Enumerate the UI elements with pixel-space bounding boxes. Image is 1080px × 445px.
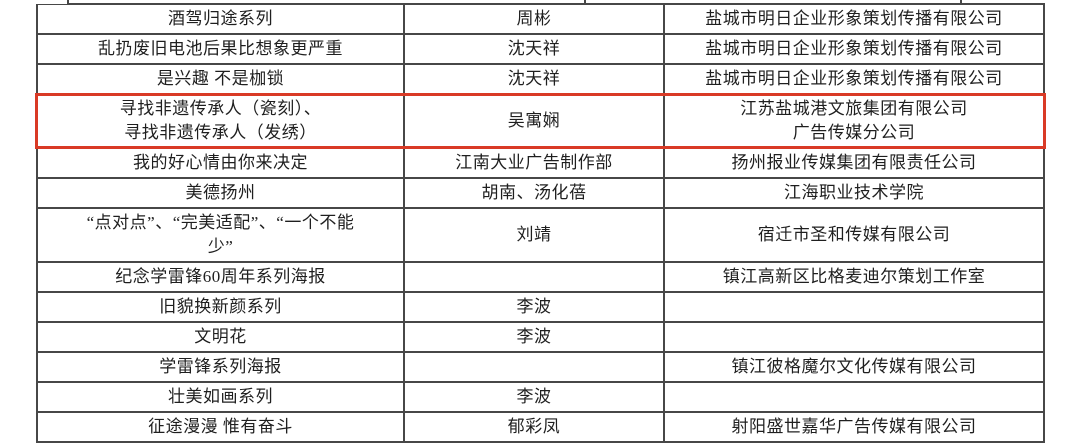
author-cell: 沈天祥 bbox=[403, 33, 665, 65]
company-cell: 射阳盛世嘉华广告传媒有限公司 bbox=[663, 411, 1045, 443]
author-cell: 沈天祥 bbox=[403, 63, 665, 95]
table-row: 乱扔废旧电池后果比想象更严重 沈天祥 盐城市明日企业形象策划传播有限公司 bbox=[36, 33, 1045, 65]
author-cell: 李波 bbox=[403, 321, 665, 353]
cropped-row-divider-stub-middle bbox=[584, 0, 586, 4]
author-cell: 李波 bbox=[403, 291, 665, 323]
awards-table: 酒驾归途系列 周彬 盐城市明日企业形象策划传播有限公司 乱扔废旧电池后果比想象更… bbox=[36, 3, 1045, 443]
work-title-cell: 文明花 bbox=[36, 321, 405, 353]
author-cell: 刘靖 bbox=[403, 207, 665, 263]
table-row: 酒驾归途系列 周彬 盐城市明日企业形象策划传播有限公司 bbox=[36, 3, 1045, 35]
company-cell: 宿迁市圣和传媒有限公司 bbox=[663, 207, 1045, 263]
awards-table-body: 酒驾归途系列 周彬 盐城市明日企业形象策划传播有限公司 乱扔废旧电池后果比想象更… bbox=[36, 3, 1045, 443]
table-row: 征途漫漫 惟有奋斗 郁彩凤 射阳盛世嘉华广告传媒有限公司 bbox=[36, 411, 1045, 443]
company-cell: 江苏盐城港文旅集团有限公司 广告传媒分公司 bbox=[663, 93, 1045, 149]
work-title-cell: 酒驾归途系列 bbox=[36, 3, 405, 35]
company-cell bbox=[663, 321, 1045, 353]
work-title-cell: 是兴趣 不是枷锁 bbox=[36, 63, 405, 95]
table-row: 是兴趣 不是枷锁 沈天祥 盐城市明日企业形象策划传播有限公司 bbox=[36, 63, 1045, 95]
author-cell: 李波 bbox=[403, 381, 665, 413]
work-title-cell: “点对点”、“完美适配”、“一个不能 少” bbox=[36, 207, 405, 263]
work-title-cell: 征途漫漫 惟有奋斗 bbox=[36, 411, 405, 443]
company-cell: 扬州报业传媒集团有限责任公司 bbox=[663, 147, 1045, 179]
company-cell bbox=[663, 291, 1045, 323]
work-title-cell: 乱扔废旧电池后果比想象更严重 bbox=[36, 33, 405, 65]
author-cell: 周彬 bbox=[403, 3, 665, 35]
author-cell: 吴寓娴 bbox=[403, 93, 665, 149]
table-row: 壮美如画系列 李波 bbox=[36, 381, 1045, 413]
work-title-cell: 寻找非遗传承人（瓷刻）、 寻找非遗传承人（发绣） bbox=[36, 93, 405, 149]
work-title-cell: 美德扬州 bbox=[36, 177, 405, 209]
cropped-row-divider-stub-right bbox=[960, 0, 962, 4]
company-cell: 盐城市明日企业形象策划传播有限公司 bbox=[663, 3, 1045, 35]
company-cell: 镇江彼格魔尔文化传媒有限公司 bbox=[663, 351, 1045, 383]
table-row: “点对点”、“完美适配”、“一个不能 少” 刘靖 宿迁市圣和传媒有限公司 bbox=[36, 207, 1045, 263]
table-row: 我的好心情由你来决定 江南大业广告制作部 扬州报业传媒集团有限责任公司 bbox=[36, 147, 1045, 179]
work-title-cell: 我的好心情由你来决定 bbox=[36, 147, 405, 179]
table-row: 学雷锋系列海报 镇江彼格魔尔文化传媒有限公司 bbox=[36, 351, 1045, 383]
author-cell: 江南大业广告制作部 bbox=[403, 147, 665, 179]
table-row: 美德扬州 胡南、汤化蓓 江海职业技术学院 bbox=[36, 177, 1045, 209]
top-border-gap bbox=[36, 0, 67, 4]
company-cell: 盐城市明日企业形象策划传播有限公司 bbox=[663, 63, 1045, 95]
author-cell bbox=[403, 351, 665, 383]
work-title-cell: 纪念学雷锋60周年系列海报 bbox=[36, 261, 405, 293]
work-title-cell: 学雷锋系列海报 bbox=[36, 351, 405, 383]
work-title-cell: 旧貌换新颜系列 bbox=[36, 291, 405, 323]
work-title-cell: 壮美如画系列 bbox=[36, 381, 405, 413]
table-row: 寻找非遗传承人（瓷刻）、 寻找非遗传承人（发绣） 吴寓娴 江苏盐城港文旅集团有限… bbox=[36, 93, 1045, 149]
company-cell: 盐城市明日企业形象策划传播有限公司 bbox=[663, 33, 1045, 65]
company-cell bbox=[663, 381, 1045, 413]
table-row: 纪念学雷锋60周年系列海报 镇江高新区比格麦迪尔策划工作室 bbox=[36, 261, 1045, 293]
table-row: 旧貌换新颜系列 李波 bbox=[36, 291, 1045, 323]
table-row: 文明花 李波 bbox=[36, 321, 1045, 353]
company-cell: 镇江高新区比格麦迪尔策划工作室 bbox=[663, 261, 1045, 293]
company-cell: 江海职业技术学院 bbox=[663, 177, 1045, 209]
cropped-row-divider-stub-left bbox=[67, 0, 69, 4]
author-cell: 胡南、汤化蓓 bbox=[403, 177, 665, 209]
author-cell: 郁彩凤 bbox=[403, 411, 665, 443]
author-cell bbox=[403, 261, 665, 293]
